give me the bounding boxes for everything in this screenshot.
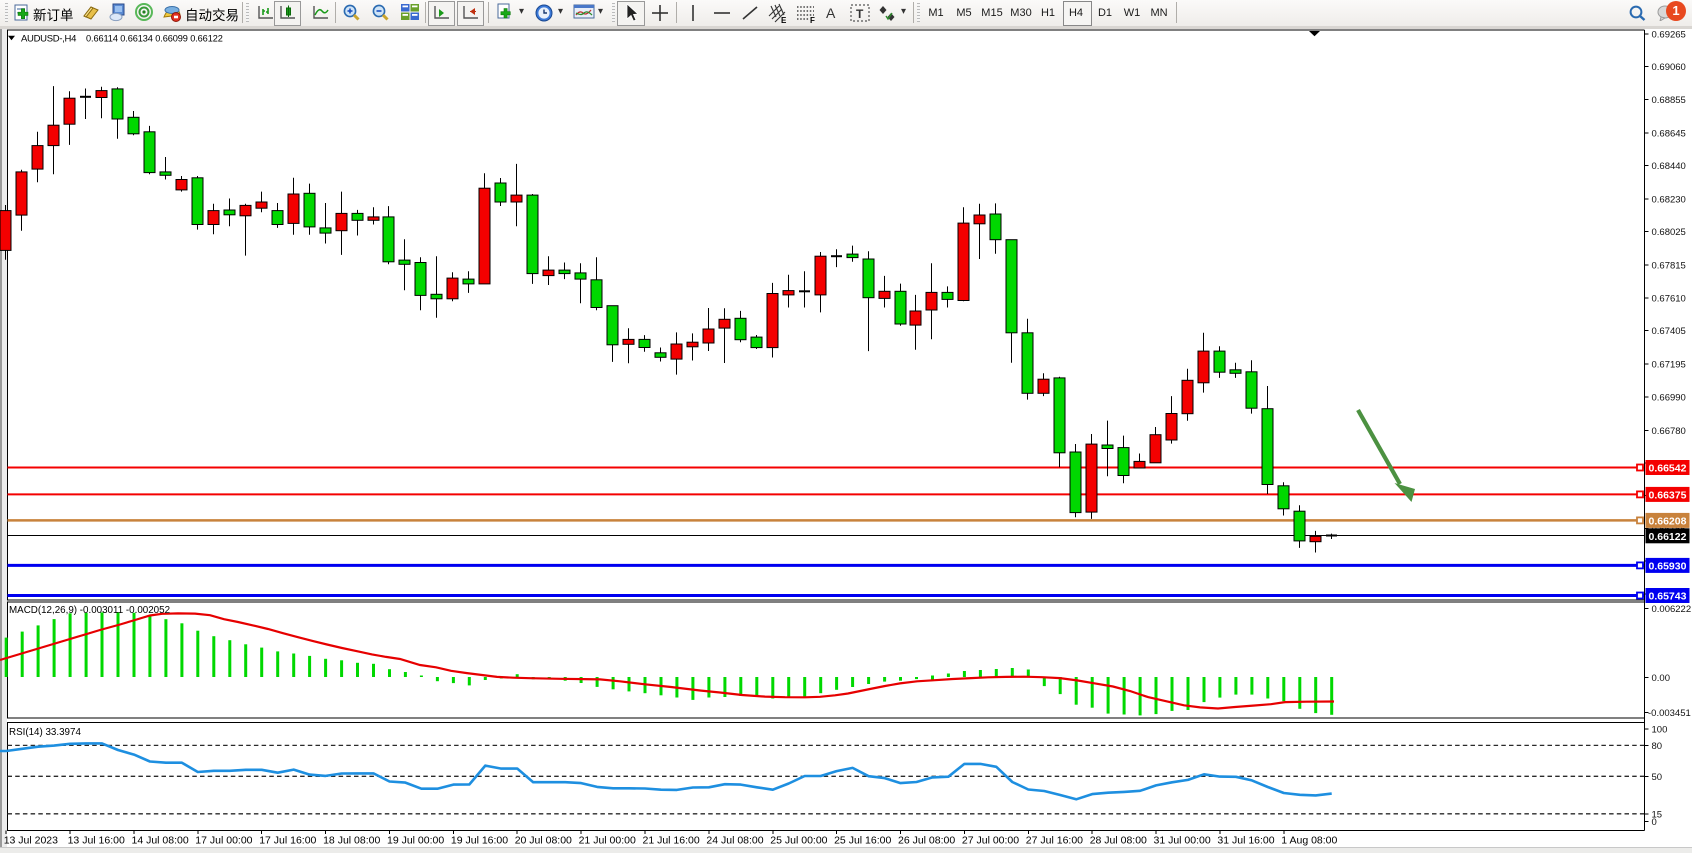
- svg-text:18 Jul 08:00: 18 Jul 08:00: [323, 835, 380, 847]
- svg-text:RSI(14) 33.3974: RSI(14) 33.3974: [9, 727, 81, 738]
- svg-text:1 Aug 08:00: 1 Aug 08:00: [1281, 835, 1337, 847]
- svg-text:19 Jul 00:00: 19 Jul 00:00: [387, 835, 444, 847]
- svg-text:13 Jul 2023: 13 Jul 2023: [4, 835, 58, 847]
- svg-text:13 Jul 16:00: 13 Jul 16:00: [68, 835, 125, 847]
- svg-text:21 Jul 00:00: 21 Jul 00:00: [579, 835, 636, 847]
- svg-text:25 Jul 16:00: 25 Jul 16:00: [834, 835, 891, 847]
- svg-text:0.69060: 0.69060: [1652, 62, 1686, 73]
- svg-text:28 Jul 08:00: 28 Jul 08:00: [1090, 835, 1147, 847]
- svg-text:AUDUSD-,H4: AUDUSD-,H4: [21, 34, 76, 45]
- svg-text:-0.003451: -0.003451: [1648, 708, 1691, 719]
- svg-text:0.65930: 0.65930: [1649, 560, 1687, 572]
- svg-text:0.68440: 0.68440: [1652, 161, 1686, 172]
- svg-text:100: 100: [1652, 725, 1668, 736]
- svg-text:27 Jul 16:00: 27 Jul 16:00: [1026, 835, 1083, 847]
- svg-text:26 Jul 08:00: 26 Jul 08:00: [898, 835, 955, 847]
- svg-text:0.67195: 0.67195: [1652, 360, 1686, 371]
- svg-text:MACD(12,26,9) -0.003011 -0.002: MACD(12,26,9) -0.003011 -0.002052: [9, 605, 170, 616]
- svg-text:21 Jul 16:00: 21 Jul 16:00: [643, 835, 700, 847]
- svg-text:31 Jul 00:00: 31 Jul 00:00: [1154, 835, 1211, 847]
- svg-text:27 Jul 00:00: 27 Jul 00:00: [962, 835, 1019, 847]
- svg-text:19 Jul 16:00: 19 Jul 16:00: [451, 835, 508, 847]
- svg-text:T: T: [856, 7, 864, 21]
- svg-text:0.66208: 0.66208: [1649, 515, 1687, 527]
- svg-text:0.65743: 0.65743: [1649, 591, 1687, 603]
- svg-text:0.67815: 0.67815: [1652, 261, 1686, 272]
- svg-text:0.68855: 0.68855: [1652, 95, 1686, 106]
- svg-text:17 Jul 16:00: 17 Jul 16:00: [259, 835, 316, 847]
- svg-text:50: 50: [1652, 772, 1663, 783]
- svg-text:14 Jul 08:00: 14 Jul 08:00: [132, 835, 189, 847]
- svg-text:0.67405: 0.67405: [1652, 326, 1686, 337]
- svg-text:0.66114 0.66134 0.66099 0.6612: 0.66114 0.66134 0.66099 0.66122: [86, 34, 223, 44]
- svg-text:0: 0: [1652, 817, 1657, 828]
- svg-text:15: 15: [1652, 809, 1663, 820]
- svg-text:24 Jul 08:00: 24 Jul 08:00: [706, 835, 763, 847]
- svg-text:F: F: [810, 16, 815, 24]
- svg-text:0.66990: 0.66990: [1652, 392, 1686, 403]
- svg-text:0.68230: 0.68230: [1652, 195, 1686, 206]
- svg-text:0.006222: 0.006222: [1652, 604, 1692, 615]
- svg-text:0.66780: 0.66780: [1652, 426, 1686, 437]
- svg-text:0.68645: 0.68645: [1652, 128, 1686, 139]
- svg-text:20 Jul 08:00: 20 Jul 08:00: [515, 835, 572, 847]
- svg-text:0.68025: 0.68025: [1652, 227, 1686, 238]
- svg-text:0.67610: 0.67610: [1652, 293, 1686, 304]
- svg-text:0.69265: 0.69265: [1652, 29, 1686, 40]
- svg-text:E: E: [781, 16, 787, 24]
- svg-text:0.00: 0.00: [1652, 673, 1671, 684]
- svg-text:17 Jul 00:00: 17 Jul 00:00: [195, 835, 252, 847]
- svg-text:0.66375: 0.66375: [1649, 489, 1687, 501]
- svg-text:0.66542: 0.66542: [1649, 463, 1687, 475]
- svg-text:25 Jul 00:00: 25 Jul 00:00: [770, 835, 827, 847]
- svg-text:80: 80: [1652, 741, 1663, 752]
- svg-text:31 Jul 16:00: 31 Jul 16:00: [1217, 835, 1274, 847]
- svg-text:0.66122: 0.66122: [1649, 531, 1687, 543]
